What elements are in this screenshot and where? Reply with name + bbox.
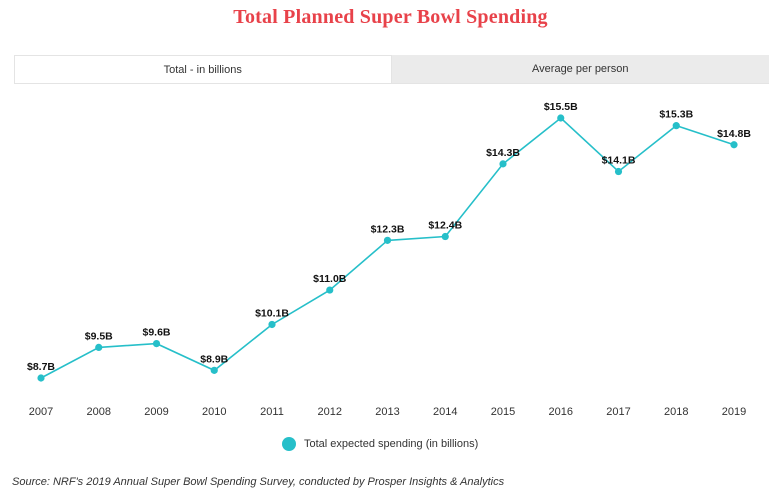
data-point [730, 141, 738, 149]
data-label: $15.3B [659, 109, 693, 121]
data-point [37, 374, 45, 382]
tab-total-in-billions[interactable]: Total - in billions [14, 55, 392, 83]
x-tick-label: 2014 [433, 406, 457, 418]
legend-swatch [282, 437, 296, 451]
data-point [326, 286, 334, 294]
x-tick-label: 2017 [606, 406, 630, 418]
x-tick-label: 2013 [375, 406, 399, 418]
data-point [672, 122, 680, 130]
data-point [152, 339, 161, 348]
x-tick-label: 2016 [549, 406, 573, 418]
source-note: Source: NRF's 2019 Annual Super Bowl Spe… [12, 476, 505, 488]
data-point [383, 236, 392, 244]
data-point [557, 114, 565, 122]
data-point [95, 343, 103, 352]
data-label: $12.4B [428, 220, 462, 232]
tab-average-per-person[interactable]: Average per person [391, 55, 769, 83]
x-tick-label: 2009 [144, 406, 168, 418]
data-point [441, 232, 449, 241]
data-label: $10.1B [255, 307, 289, 319]
data-label: $14.8B [717, 128, 751, 140]
legend[interactable]: Total expected spending (in billions) [282, 437, 478, 451]
x-tick-label: 2012 [318, 406, 342, 418]
data-label: $9.6B [142, 327, 170, 339]
data-point [210, 366, 218, 374]
x-tick-label: 2019 [722, 406, 746, 418]
legend-label: Total expected spending (in billions) [304, 438, 479, 450]
data-point [614, 167, 623, 176]
data-label: $15.5B [544, 101, 578, 113]
data-point [499, 160, 507, 168]
x-tick-label: 2011 [260, 406, 284, 418]
data-label: $11.0B [313, 273, 347, 285]
data-label: $14.3B [486, 147, 520, 159]
x-tick-label: 2008 [87, 406, 111, 418]
data-label: $8.9B [200, 353, 228, 365]
tab-bar: Total - in billions Average per person [14, 55, 769, 84]
data-point [268, 320, 276, 329]
data-label: $8.7B [27, 361, 55, 373]
data-label: $12.3B [371, 223, 405, 235]
data-label: $9.5B [85, 330, 113, 342]
x-tick-label: 2018 [664, 406, 688, 418]
data-label: $14.1B [602, 155, 636, 167]
x-tick-label: 2007 [29, 406, 53, 418]
chart-title: Total Planned Super Bowl Spending [233, 6, 548, 28]
x-tick-label: 2010 [202, 406, 226, 418]
x-tick-label: 2015 [491, 406, 515, 418]
line-chart: $8.7B $9.5B $9.6B $8.9B $10.1B $11.0B $12.3B $1… [27, 101, 751, 418]
